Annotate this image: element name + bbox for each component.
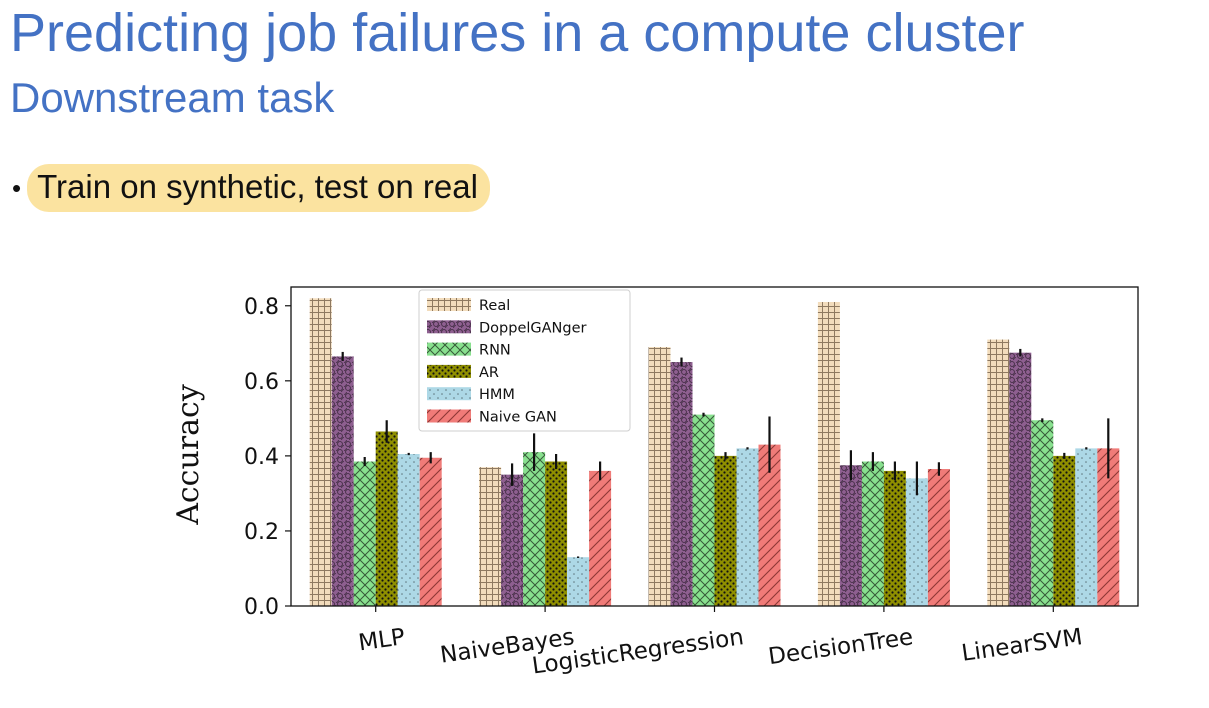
bar-doppelganger-linearsvm [1009, 352, 1032, 606]
y-tick-label: 0.2 [244, 520, 279, 545]
plot-area [309, 298, 1120, 606]
bar-rnn-mlp [353, 461, 376, 606]
bar-rnn-linearsvm [1031, 420, 1054, 606]
slide-subtitle: Downstream task [10, 74, 335, 121]
bar-rnn-decisiontree [861, 461, 884, 606]
bar-hmm-mlp [397, 454, 420, 606]
x-tick-label-decisiontree: DecisionTree [767, 624, 915, 670]
legend-label-naive-gan: Naive GAN [479, 410, 557, 426]
legend-swatch-doppelganger [427, 320, 471, 334]
legend-label-rnn: RNN [479, 343, 511, 359]
legend-swatch-hmm [427, 387, 471, 401]
bar-ar-decisiontree [883, 470, 906, 606]
bar-ar-mlp [375, 431, 398, 606]
legend-label-hmm: HMM [479, 387, 515, 403]
bar-doppelganger-mlp [331, 356, 354, 606]
legend-label-real: Real [479, 298, 510, 314]
y-axis-label: Accuracy [171, 384, 206, 526]
bar-hmm-naivebayes [567, 557, 590, 606]
bar-ar-logisticregression [714, 455, 737, 606]
legend-swatch-naive-gan [427, 409, 471, 423]
bar-doppelganger-naivebayes [501, 474, 524, 606]
bar-doppelganger-decisiontree [839, 465, 862, 606]
legend-label-ar: AR [479, 365, 499, 381]
y-tick-label: 0.0 [244, 595, 279, 620]
x-tick-label-mlp: MLP [357, 624, 407, 656]
legend-swatch-real [427, 298, 471, 311]
bar-naive-gan-decisiontree [927, 469, 950, 606]
legend-box [418, 289, 631, 432]
bar-real-logisticregression [648, 347, 671, 606]
bar-hmm-linearsvm [1075, 448, 1098, 606]
y-tick-label: 0.8 [244, 295, 279, 320]
bar-real-linearsvm [987, 339, 1010, 606]
bar-rnn-naivebayes [523, 452, 546, 606]
x-tick-label-linearsvm: LinearSVM [960, 624, 1084, 667]
bar-real-naivebayes [479, 467, 502, 606]
bullet-text-highlighted: Train on synthetic, test on real [27, 164, 490, 212]
plot-frame [290, 286, 1139, 607]
bar-real-mlp [309, 298, 332, 606]
bar-naive-gan-naivebayes [589, 470, 612, 606]
y-tick-label: 0.6 [244, 370, 279, 395]
bar-real-decisiontree [817, 302, 840, 606]
bar-hmm-decisiontree [905, 478, 928, 606]
bullet-dot-icon: • [12, 172, 22, 203]
bar-rnn-logisticregression [692, 414, 715, 606]
slide-title: Predicting job failures in a compute clu… [10, 3, 1025, 63]
bar-naive-gan-mlp [419, 457, 442, 606]
y-tick-label: 0.4 [244, 445, 279, 470]
legend-label-doppelganger: DoppelGANger [479, 320, 587, 336]
bar-naive-gan-linearsvm [1097, 448, 1120, 606]
bullet-item: • Train on synthetic, test on real [12, 162, 490, 214]
legend-swatch-ar [427, 364, 471, 378]
bar-naive-gan-logisticregression [758, 444, 781, 606]
bar-hmm-logisticregression [736, 448, 759, 606]
legend-swatch-rnn [427, 342, 471, 356]
bar-doppelganger-logisticregression [670, 362, 693, 606]
bar-ar-naivebayes [545, 461, 568, 606]
bar-ar-linearsvm [1053, 455, 1076, 606]
legend: Real DoppelGANger RNN AR HMM Naive GAN [418, 289, 631, 432]
